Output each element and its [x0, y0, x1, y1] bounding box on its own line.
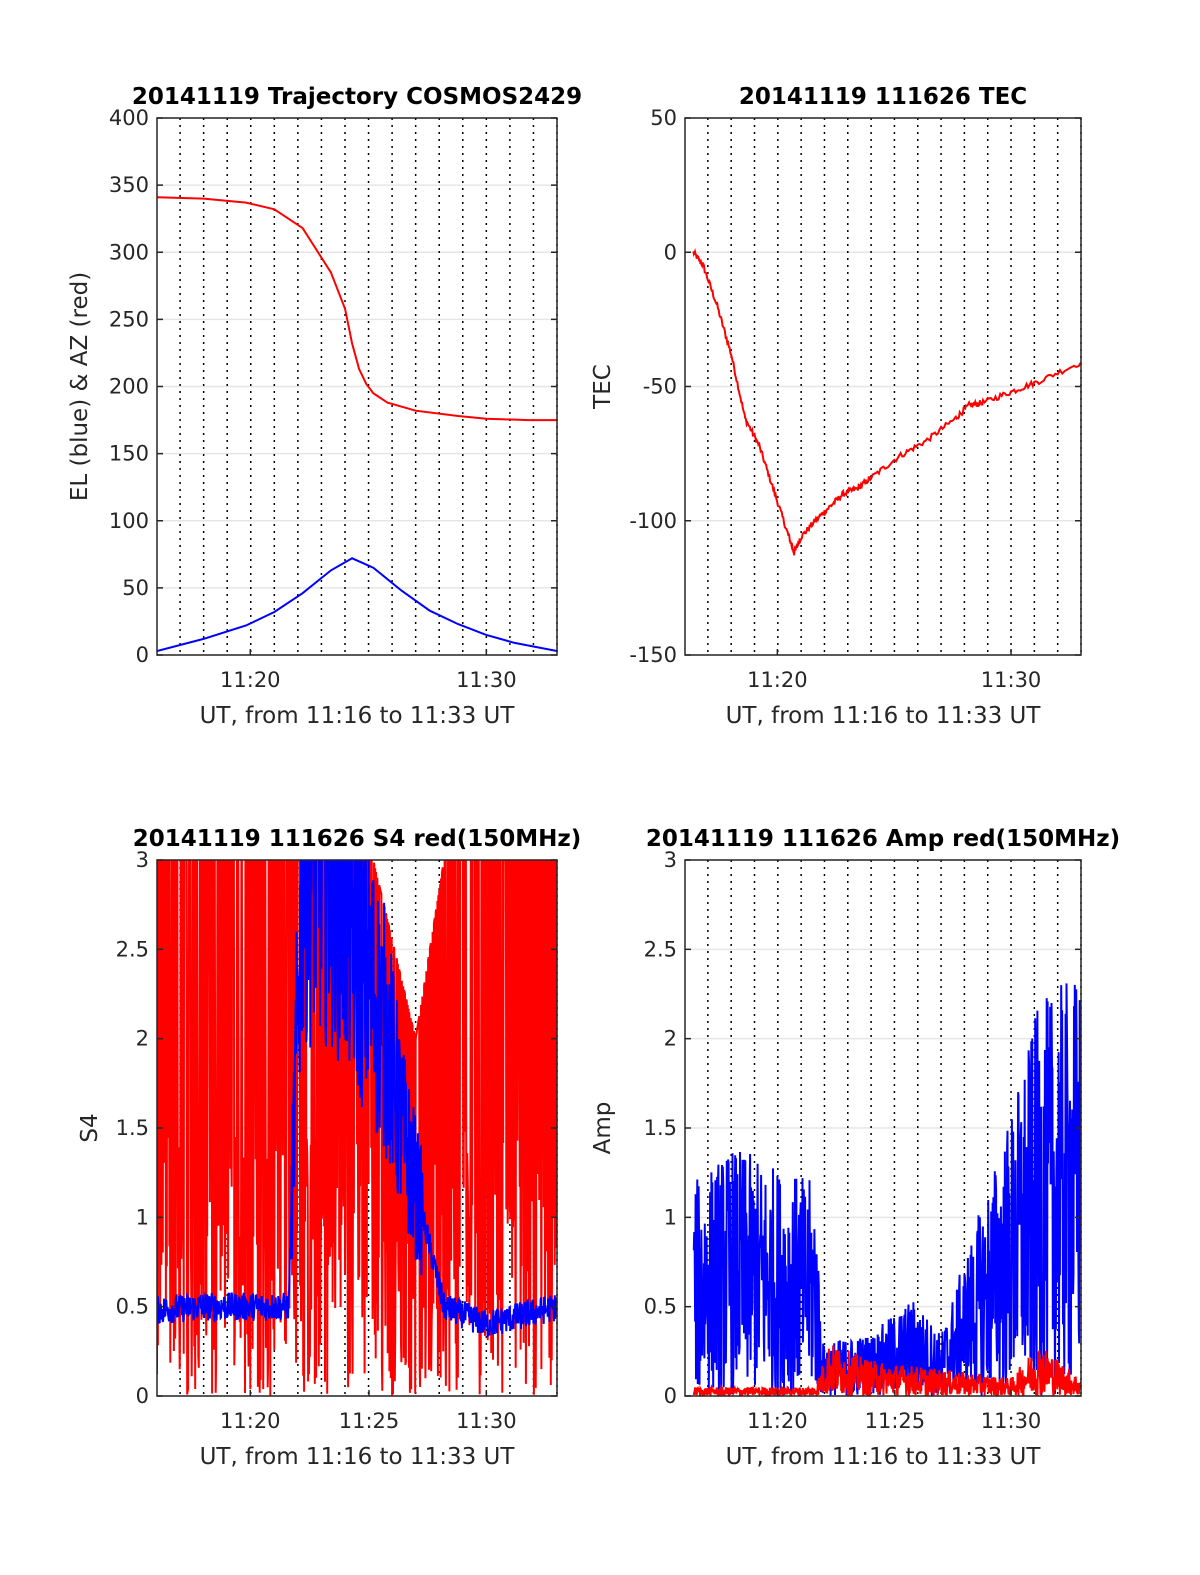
y-tick-label: 250 [109, 307, 149, 331]
trajectory-chart: 0 50 100 150 200 250 300 350 400 11:20 11:30 201411… [67, 84, 582, 729]
y-tick-label: 3 [136, 848, 149, 872]
y-tick-label: 1 [136, 1205, 149, 1229]
y-tick-label: 50 [650, 106, 677, 130]
x-tick-label: 11:30 [981, 1409, 1042, 1433]
y-tick-label: 2.5 [116, 937, 149, 961]
x-tick-label: 11:25 [865, 1409, 926, 1433]
tec-chart: -150 -100 -50 0 50 11:20 11:30 20141119 111626 … [590, 84, 1082, 729]
y-tick-label: 2 [664, 1027, 677, 1051]
y-tick-label: 0 [664, 240, 677, 264]
y-tick-label: 350 [109, 173, 149, 197]
amp-ylabel: Amp [590, 1102, 616, 1155]
y-tick-label: 200 [109, 375, 149, 399]
trajectory-ylabel: EL (blue) & AZ (red) [67, 272, 93, 501]
x-tick-label: 11:20 [747, 668, 808, 692]
y-tick-label: 400 [109, 106, 149, 130]
s4-ylabel: S4 [77, 1113, 103, 1142]
amp-xlabel: UT, from 11:16 to 11:33 UT [726, 1444, 1042, 1470]
y-tick-label: 100 [109, 509, 149, 533]
x-tick-label: 11:20 [220, 1409, 281, 1433]
y-tick-label: -50 [643, 375, 677, 399]
y-tick-label: 1.5 [116, 1116, 149, 1140]
s4-xlabel: UT, from 11:16 to 11:33 UT [200, 1444, 516, 1470]
tec-title: 20141119 111626 TEC [739, 84, 1027, 110]
y-tick-label: 2.5 [644, 937, 677, 961]
x-tick-label: 11:30 [981, 668, 1042, 692]
y-tick-label: 0 [664, 1384, 677, 1408]
y-tick-label: 0.5 [644, 1295, 677, 1319]
y-tick-label: -100 [629, 509, 677, 533]
y-tick-label: 0 [136, 1384, 149, 1408]
y-tick-label: -150 [629, 643, 677, 667]
x-tick-label: 11:25 [339, 1409, 400, 1433]
s4-chart: 0 0.5 1 1.5 2 2.5 3 11:20 11:25 11:30 20141119 111… [77, 826, 582, 1470]
trajectory-title: 20141119 Trajectory COSMOS2429 [132, 84, 582, 110]
trajectory-series-1 [157, 557, 557, 652]
tec-series [692, 248, 1081, 556]
amp-chart: 0 0.5 1 1.5 2 2.5 3 11:20 11:25 11:30 20141119 111… [590, 826, 1120, 1470]
y-tick-label: 0.5 [116, 1295, 149, 1319]
s4-series-0 [157, 860, 557, 1396]
y-tick-label: 0 [136, 643, 149, 667]
tec-ylabel: TEC [590, 364, 616, 410]
y-tick-label: 2 [136, 1027, 149, 1051]
trajectory-series-0 [157, 196, 557, 422]
amp-title: 20141119 111626 Amp red(150MHz) [646, 826, 1120, 852]
y-tick-label: 300 [109, 240, 149, 264]
y-tick-label: 3 [664, 848, 677, 872]
s4-series-1 [157, 860, 557, 1337]
amp-series-1 [692, 1345, 1081, 1396]
x-tick-label: 11:20 [220, 668, 281, 692]
x-tick-label: 11:30 [456, 1409, 517, 1433]
y-tick-label: 50 [122, 576, 149, 600]
x-tick-label: 11:20 [747, 1409, 808, 1433]
tec-xlabel: UT, from 11:16 to 11:33 UT [726, 703, 1042, 729]
y-tick-label: 1.5 [644, 1116, 677, 1140]
y-tick-label: 1 [664, 1205, 677, 1229]
x-tick-label: 11:30 [456, 668, 517, 692]
trajectory-xlabel: UT, from 11:16 to 11:33 UT [200, 703, 516, 729]
y-tick-label: 150 [109, 442, 149, 466]
s4-title: 20141119 111626 S4 red(150MHz) [133, 826, 582, 852]
